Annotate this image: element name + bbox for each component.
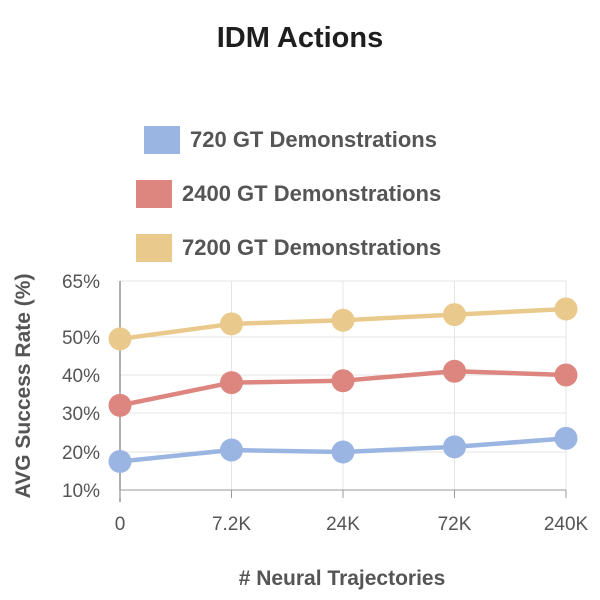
data-point	[220, 371, 243, 395]
y-tick-label: 20%	[62, 443, 100, 464]
legend-label-2400: 2400 GT Demonstrations	[182, 181, 442, 206]
legend-swatch-720	[144, 126, 180, 154]
data-point	[443, 303, 466, 327]
data-point	[554, 426, 578, 450]
chart-title: IDM Actions	[216, 22, 384, 54]
y-tick-label: 30%	[62, 404, 100, 425]
data-point	[220, 438, 243, 462]
data-point	[220, 312, 243, 336]
data-point	[443, 435, 466, 459]
data-point	[108, 327, 132, 351]
data-point	[331, 308, 355, 332]
x-tick-label: 7.2K	[212, 514, 251, 535]
data-point	[331, 440, 355, 464]
series-lines	[108, 297, 578, 473]
data-point	[108, 450, 132, 473]
y-tick-label: 65%	[62, 272, 100, 293]
legend-swatch-2400	[136, 180, 172, 208]
legend-label-7200: 7200 GT Demonstrations	[182, 235, 442, 260]
x-tick-label: 72K	[438, 514, 472, 535]
data-point	[331, 369, 355, 393]
legend-label-720: 720 GT Demonstrations	[190, 127, 437, 152]
y-axis-title: AVG Success Rate (%)	[12, 274, 35, 499]
y-tick-label: 10%	[62, 481, 100, 502]
data-point	[554, 297, 578, 321]
tick-labels: 0 7.2K 24K 72K 240K 10% 20% 30% 40% 50% 65%	[62, 272, 589, 535]
legend-swatch-7200	[136, 234, 172, 262]
data-point	[443, 359, 466, 383]
x-tick-label: 24K	[326, 514, 360, 535]
y-tick-label: 40%	[62, 366, 100, 387]
y-tick-label: 50%	[62, 328, 100, 349]
x-tick-label: 240K	[544, 514, 589, 535]
x-tick-label: 0	[115, 514, 126, 535]
x-axis-title: # Neural Trajectories	[239, 567, 446, 590]
data-point	[108, 393, 132, 417]
data-point	[554, 363, 578, 387]
